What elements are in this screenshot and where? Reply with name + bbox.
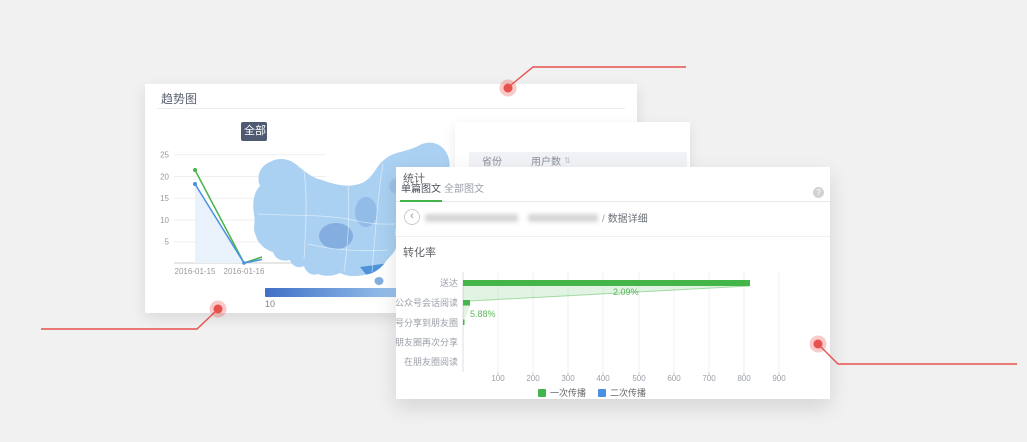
bar-session-read[interactable] <box>463 300 470 306</box>
blue-point-2 <box>242 261 246 265</box>
x-axis-labels: 100 200 300 400 500 600 700 800 900 <box>491 374 786 382</box>
legend-item-second-spread[interactable]: 二次传播 <box>598 386 646 399</box>
svg-text:900: 900 <box>772 374 786 382</box>
gridlines <box>497 272 780 372</box>
map-color-scale <box>265 288 400 297</box>
column-header-users[interactable]: 用户数 ⇅ <box>531 155 571 168</box>
svg-text:5: 5 <box>165 238 170 247</box>
legend-swatch-green <box>537 388 546 397</box>
callout-line <box>820 346 1017 365</box>
column-header-province: 省份 <box>482 156 502 168</box>
filter-all-button[interactable]: 全部 <box>241 122 267 141</box>
table-header-row: 省份 用户数 ⇅ <box>469 152 687 168</box>
stats-card-title: 统计 <box>403 173 425 185</box>
tab-single-article[interactable]: 单篇图文 <box>400 182 442 202</box>
svg-text:2016-01-16: 2016-01-16 <box>224 267 265 276</box>
conversion-rate-1: 2.09% <box>613 287 639 297</box>
svg-text:200: 200 <box>526 374 540 382</box>
x-axis-labels: 2016-01-15 2016-01-16 <box>175 267 265 276</box>
tab-bar: 单篇图文 全部图文 <box>396 182 830 202</box>
svg-text:500: 500 <box>632 374 646 382</box>
green-point <box>193 168 197 172</box>
svg-text:在朋友圈阅读: 在朋友圈阅读 <box>404 356 458 367</box>
funnel-edge <box>469 285 751 302</box>
bar-delivered[interactable] <box>463 280 750 286</box>
map-scale-label: 10 <box>265 299 276 309</box>
svg-text:送达: 送达 <box>440 277 458 288</box>
svg-text:400: 400 <box>596 374 610 382</box>
axis-ticks <box>497 372 780 375</box>
svg-text:2016-01-15: 2016-01-15 <box>175 267 216 276</box>
callout-line <box>41 311 216 330</box>
svg-text:25: 25 <box>160 151 169 160</box>
divider <box>157 108 625 109</box>
svg-text:100: 100 <box>491 374 505 382</box>
divider <box>396 236 830 237</box>
breadcrumb-separator: / <box>602 214 605 225</box>
help-icon[interactable]: ? <box>813 187 824 198</box>
svg-text:从公众号分享到朋友圈: 从公众号分享到朋友圈 <box>396 317 458 328</box>
breadcrumb: ‹ / 数据详细 <box>396 206 830 234</box>
svg-text:15: 15 <box>160 194 169 203</box>
conversion-funnel-chart: 2.09% 5.88% 送达 公众号会话阅读 从公众号分享到朋友圈 在朋友圈再次… <box>396 272 786 382</box>
breadcrumb-label: / 数据详细 <box>602 214 648 225</box>
legend-swatch-blue <box>598 388 606 397</box>
svg-text:600: 600 <box>667 374 681 382</box>
conversion-rate-2: 5.88% <box>470 309 496 319</box>
sort-icon[interactable]: ⇅ <box>564 155 571 165</box>
bar-share-moments[interactable] <box>463 319 465 326</box>
redacted-text <box>425 214 518 222</box>
tab-all-articles[interactable]: 全部图文 <box>444 184 484 195</box>
svg-text:700: 700 <box>702 374 716 382</box>
svg-text:10: 10 <box>160 216 169 225</box>
svg-text:300: 300 <box>561 374 575 382</box>
back-button[interactable]: ‹ <box>404 209 420 225</box>
category-labels: 送达 公众号会话阅读 从公众号分享到朋友圈 在朋友圈再次分享 在朋友圈阅读 <box>396 277 458 367</box>
chart-legend: 一次传播 二次传播 <box>396 386 788 399</box>
conversion-rate-title: 转化率 <box>403 247 436 259</box>
redacted-text <box>528 214 598 222</box>
legend-item-first-spread[interactable]: 一次传播 <box>537 386 586 399</box>
svg-text:在朋友圈再次分享: 在朋友圈再次分享 <box>396 337 458 348</box>
map-hainan <box>374 277 384 285</box>
svg-text:公众号会话阅读: 公众号会话阅读 <box>396 297 458 308</box>
svg-text:20: 20 <box>160 172 169 181</box>
funnel-shape-1 <box>463 286 750 301</box>
y-axis-labels: 25 20 15 10 5 <box>160 151 169 247</box>
stats-card: 统计 单篇图文 全部图文 ? ‹ / 数据详细 转化率 <box>396 167 830 399</box>
blue-point <box>193 182 197 186</box>
svg-text:800: 800 <box>737 374 751 382</box>
trend-card-title: 趋势图 <box>161 92 198 106</box>
funnel-shape-2 <box>463 305 470 321</box>
callout-line <box>510 66 686 86</box>
